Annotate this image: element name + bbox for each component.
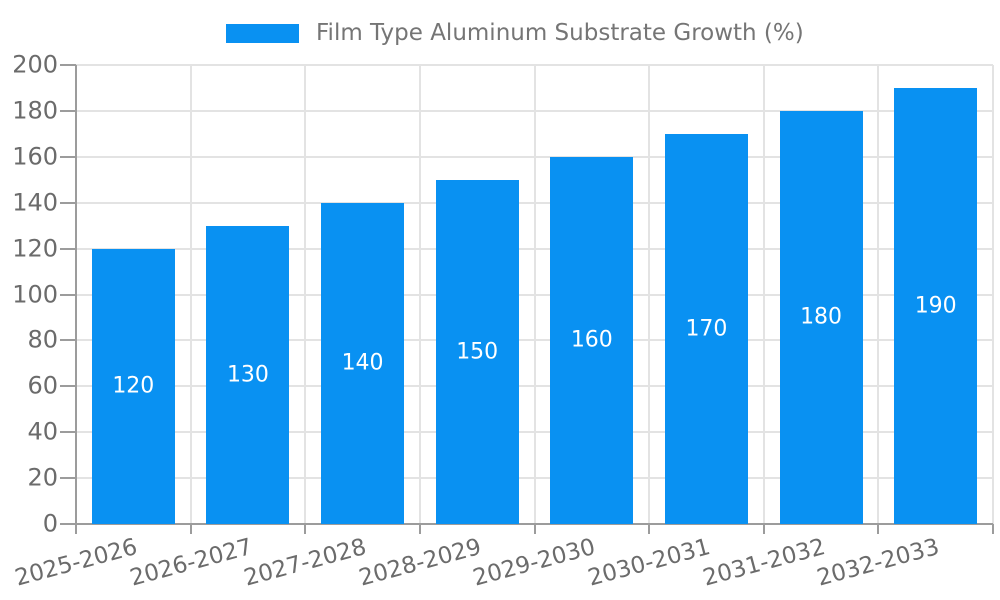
- bar: [321, 202, 405, 524]
- x-tick-mark: [992, 524, 994, 534]
- bar-value-label: 140: [341, 350, 384, 376]
- y-tick-mark: [60, 385, 76, 388]
- x-tick-label: 2026-2027: [126, 534, 255, 592]
- bar: [91, 248, 175, 524]
- y-tick-mark: [60, 155, 76, 158]
- bar: [206, 225, 290, 524]
- y-tick-label: 120: [12, 234, 58, 263]
- x-tick-label: 2025-2026: [12, 534, 141, 592]
- y-tick-label: 80: [27, 325, 58, 354]
- v-gridline: [533, 65, 536, 524]
- x-tick-mark: [877, 524, 880, 534]
- x-tick-label: 2030-2031: [585, 534, 714, 592]
- y-tick-label: 20: [27, 463, 58, 492]
- bar: [894, 87, 978, 524]
- bar: [779, 110, 863, 524]
- legend-swatch: [226, 23, 299, 43]
- legend: Film Type Aluminum Substrate Growth (%): [226, 19, 804, 47]
- y-tick-mark: [60, 339, 76, 342]
- x-tick-label: 2029-2030: [470, 534, 599, 592]
- y-tick-label: 40: [27, 417, 58, 446]
- y-tick-mark: [60, 523, 76, 525]
- y-tick-label: 160: [12, 142, 58, 171]
- bar: [664, 133, 748, 524]
- y-axis-line: [75, 65, 77, 526]
- v-gridline: [992, 65, 994, 524]
- y-tick-label: 100: [12, 279, 58, 308]
- v-gridline: [877, 65, 880, 524]
- x-tick-label: 2028-2029: [356, 534, 484, 592]
- x-tick-mark: [75, 524, 77, 534]
- x-tick-mark: [648, 524, 651, 534]
- x-tick-label: 2027-2028: [241, 534, 370, 592]
- y-tick-label: 200: [12, 50, 58, 79]
- x-tick-mark: [762, 524, 765, 534]
- y-tick-mark: [60, 431, 76, 434]
- bar-value-label: 170: [685, 316, 728, 342]
- x-axis-line: [76, 523, 993, 525]
- bar: [435, 179, 519, 524]
- bar-value-label: 150: [456, 339, 499, 365]
- bar-value-label: 190: [914, 293, 957, 319]
- x-tick-mark: [189, 524, 192, 534]
- y-tick-mark: [60, 201, 76, 204]
- v-gridline: [648, 65, 651, 524]
- bar-value-label: 180: [800, 304, 843, 330]
- y-tick-label: 0: [42, 509, 58, 538]
- v-gridline: [189, 65, 192, 524]
- x-tick-label: 2032-2033: [814, 534, 943, 592]
- v-gridline: [762, 65, 765, 524]
- v-gridline: [418, 65, 421, 524]
- y-tick-mark: [60, 247, 76, 250]
- y-tick-mark: [60, 293, 76, 296]
- y-tick-label: 140: [12, 188, 58, 217]
- x-tick-label: 2031-2032: [699, 534, 828, 592]
- x-tick-mark: [418, 524, 421, 534]
- y-tick-label: 60: [27, 371, 58, 400]
- bar-value-label: 130: [226, 362, 269, 388]
- y-tick-mark: [60, 64, 76, 66]
- y-tick-label: 180: [12, 96, 58, 125]
- x-tick-mark: [304, 524, 307, 534]
- bar: [550, 156, 634, 524]
- legend-label: Film Type Aluminum Substrate Growth (%): [316, 20, 804, 46]
- v-gridline: [304, 65, 307, 524]
- bar-value-label: 120: [112, 373, 155, 399]
- bar-value-label: 160: [570, 327, 613, 353]
- y-tick-mark: [60, 477, 76, 480]
- x-tick-mark: [533, 524, 536, 534]
- y-tick-mark: [60, 109, 76, 112]
